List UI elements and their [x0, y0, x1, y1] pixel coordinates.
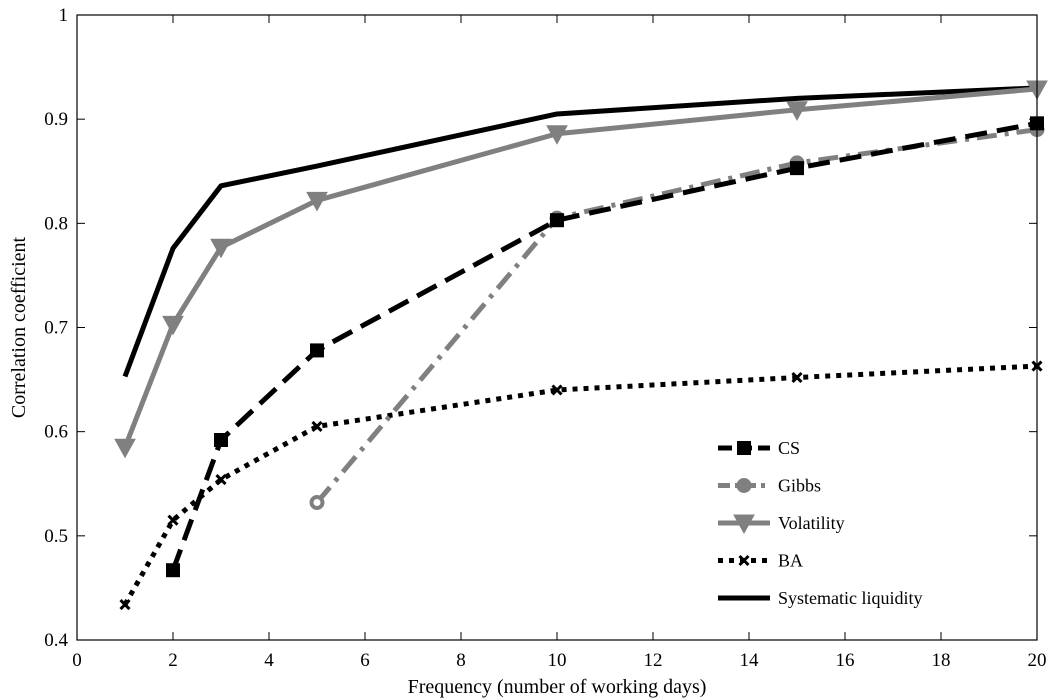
data-point-volatility — [786, 101, 808, 121]
data-point-cs — [166, 563, 180, 578]
legend-label: Volatility — [778, 513, 845, 533]
y-tick-label: 0.6 — [44, 422, 68, 443]
data-point-ba — [311, 420, 323, 433]
series-line-systematic-liquidity — [122, 85, 1038, 378]
y-tick-label: 1 — [59, 5, 69, 26]
legend-marker — [738, 554, 750, 567]
data-point-volatility — [546, 125, 568, 145]
series-layer — [114, 80, 1048, 611]
legend-label: CS — [778, 438, 800, 458]
legend-marker — [736, 478, 752, 493]
data-point-ba — [791, 371, 803, 384]
data-point-volatility — [210, 238, 232, 259]
x-tick-label: 2 — [168, 650, 178, 671]
y-tick-label: 0.9 — [44, 109, 68, 130]
y-axis-label: Correlation coefficient — [8, 236, 30, 418]
y-tick-label: 0.8 — [44, 213, 68, 234]
legend-label: BA — [778, 551, 803, 571]
x-tick-label: 8 — [456, 650, 466, 671]
x-axis-label: Frequency (number of working days) — [408, 676, 707, 698]
data-point-ba — [167, 514, 179, 526]
x-tick-label: 14 — [740, 650, 760, 671]
series-line-cs — [170, 120, 1038, 572]
x-tick-label: 12 — [644, 650, 663, 671]
y-tick-label: 0.5 — [44, 526, 68, 547]
data-point-ba — [551, 384, 563, 396]
data-point-cs — [790, 161, 804, 176]
data-point-ba — [215, 474, 227, 486]
data-point-cs — [310, 343, 324, 358]
y-tick-label: 0.7 — [44, 318, 68, 339]
series-volatility — [114, 80, 1048, 459]
x-tick-label: 10 — [548, 650, 567, 671]
x-tick-label: 6 — [360, 650, 370, 671]
x-tick-label: 18 — [932, 650, 951, 671]
data-point-cs — [214, 433, 228, 447]
legend: CS Gibbs Volatility BA Systematic liquidity — [706, 428, 978, 610]
legend-item-cs: CS — [718, 438, 800, 458]
data-point-volatility — [306, 191, 328, 212]
data-point-hole — [313, 499, 321, 506]
legend-marker — [733, 514, 755, 535]
x-tick-label: 20 — [1028, 650, 1047, 671]
legend-label: Gibbs — [778, 476, 821, 496]
x-tick-label: 16 — [836, 650, 855, 671]
legend-item-ba: BA — [718, 551, 803, 571]
data-point-volatility — [114, 438, 136, 459]
data-point-cs — [550, 213, 564, 228]
axis-layer: 0 2 4 6 8 10 12 14 16 18 20 0.4 0.5 0.6 0.7 0.8 0.9 1 — [44, 5, 1046, 671]
legend-item-gibbs: Gibbs — [718, 476, 821, 496]
x-tick-label: 4 — [264, 650, 274, 671]
x-tick-label: 0 — [72, 650, 82, 671]
series-systematic-liquidity — [122, 85, 1038, 378]
series-ba — [119, 360, 1043, 611]
legend-item-volatility: Volatility — [718, 513, 845, 535]
y-tick-label: 0.4 — [44, 630, 68, 651]
legend-item-systematic-liquidity: Systematic liquidity — [718, 588, 923, 608]
legend-marker — [737, 441, 751, 455]
data-point-volatility — [162, 315, 184, 336]
data-point-ba — [119, 599, 131, 611]
legend-label: Systematic liquidity — [778, 588, 923, 608]
